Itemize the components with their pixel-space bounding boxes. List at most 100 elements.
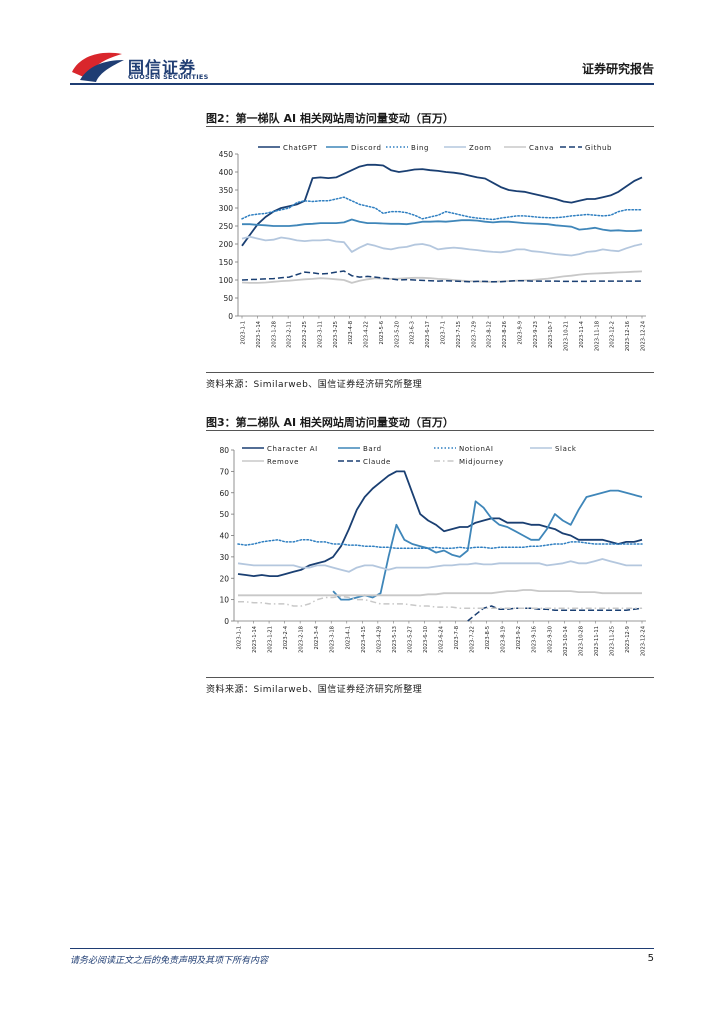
series-line-github [241,270,642,283]
x-tick-label: 2023-3-18 [330,626,336,653]
x-tick-label: 2023-4-22 [364,321,370,348]
x-tick-label: 2023-1-14 [252,625,258,653]
legend-label: Zoom [469,144,492,152]
x-tick-label: 2023-2-25 [302,321,308,348]
figure-2-title: 图2：第一梯队 AI 相关网站周访问量变动（百万） [206,112,454,125]
x-tick-label: 2023-1-28 [271,321,277,348]
x-tick-label: 2023-6-17 [425,321,431,348]
x-tick-label: 2023-10-21 [564,321,570,351]
brand-name-en: GUOSEN SECURITIES [128,73,209,81]
x-tick-label: 2023-3-25 [333,321,339,348]
x-tick-label: 2023-9-23 [533,321,539,348]
x-tick-label: 2023-6-24 [439,625,445,653]
x-tick-label: 2023-4-15 [361,626,367,653]
series-line-discord [242,218,643,232]
x-tick-label: 2023-1-1 [237,626,243,650]
y-tick-label: 70 [219,467,229,476]
series-line-character-ai [237,470,643,577]
x-tick-label: 2023-4-1 [345,626,351,650]
figure-3-top-rule [206,430,654,431]
series-line-canva [241,270,643,284]
x-tick-label: 2023-9-2 [516,626,522,650]
x-tick-label: 2023-6-10 [423,626,429,653]
x-tick-label: 2023-11-11 [594,626,600,656]
x-tick-label: 2023-2-4 [283,625,289,649]
figure-2-bottom-rule [206,372,654,373]
y-tick-label: 60 [219,489,229,498]
x-tick-label: 2023-4-29 [376,626,382,653]
y-tick-label: 50 [223,294,233,303]
legend-label: Character AI [267,445,318,453]
y-tick-label: 0 [224,617,229,626]
y-tick-label: 250 [219,222,234,231]
y-tick-label: 50 [219,510,229,519]
figure-2-source: 资料来源：Similarweb、国信证券经济研究所整理 [206,380,423,390]
x-tick-label: 2023-11-25 [609,626,615,656]
x-tick-label: 2023-9-9 [517,321,523,345]
series-line-slack [237,558,642,573]
series-line-chatgpt [241,163,643,247]
x-tick-label: 2023-10-28 [578,626,584,656]
legend-label: Slack [555,445,577,453]
y-tick-label: 0 [228,312,233,321]
x-tick-label: 2023-11-4 [579,320,585,348]
y-tick-label: 450 [219,150,234,159]
y-tick-label: 300 [219,204,234,213]
legend-label: NotionAI [459,445,494,453]
report-type-label: 证券研究报告 [581,62,654,76]
figure-2-top-rule [206,126,654,127]
x-tick-label: 2023-12-24 [641,320,647,351]
x-tick-label: 2023-10-7 [548,321,554,348]
x-tick-label: 2023-9-30 [547,626,553,653]
x-tick-label: 2023-7-22 [470,626,476,653]
x-tick-label: 2023-8-26 [502,321,508,348]
x-tick-label: 2023-7-29 [471,321,477,348]
y-tick-label: 30 [219,553,229,562]
x-tick-label: 2023-9-16 [532,626,538,653]
series-line-claude [467,605,643,622]
x-tick-label: 2023-4-8 [348,321,354,345]
x-tick-label: 2023-7-8 [454,626,460,650]
header-divider [70,83,654,85]
y-tick-label: 400 [219,168,234,177]
x-tick-label: 2023-10-14 [563,625,569,656]
y-tick-label: 80 [219,446,229,455]
x-tick-label: 2023-12-16 [625,321,631,351]
x-tick-label: 2023-12-2 [610,321,616,348]
legend-label: Canva [529,144,554,152]
series-line-remove [238,589,642,597]
guosen-logo-icon [72,52,124,82]
y-tick-label: 150 [219,258,234,267]
x-tick-label: 2023-1-21 [268,626,274,653]
x-tick-label: 2023-3-4 [314,625,320,649]
y-tick-label: 200 [219,240,234,249]
series-line-notionai [237,539,643,550]
legend-label: Bing [411,144,429,152]
legend-label: Discord [351,144,382,152]
y-tick-label: 20 [219,574,229,583]
x-tick-label: 2023-7-15 [456,321,462,348]
y-tick-label: 350 [219,186,234,195]
x-tick-label: 2023-8-5 [485,626,491,650]
x-tick-label: 2023-5-27 [407,626,413,653]
legend-label: Midjourney [459,458,504,466]
x-tick-label: 2023-1-1 [241,321,247,345]
page-header: 国信证券 GUOSEN SECURITIES 证券研究报告 [0,0,724,90]
figure-3-bottom-rule [206,677,654,678]
series-line-midjourney [238,595,642,609]
legend-label: Claude [363,458,391,466]
legend-label: ChatGPT [283,144,318,152]
figure-3-title: 图3：第二梯队 AI 相关网站周访问量变动（百万） [206,416,454,429]
x-tick-label: 2023-12-24 [641,625,647,656]
y-tick-label: 40 [219,532,229,541]
x-tick-label: 2023-1-14 [256,320,262,348]
series-line-bard [332,489,643,601]
footer-divider [70,948,654,949]
page-number: 5 [647,953,654,964]
legend-label: Github [585,144,612,152]
x-tick-label: 2023-5-20 [394,321,400,348]
legend-label: Remove [267,458,299,466]
x-tick-label: 2023-11-18 [594,321,600,351]
x-tick-label: 2023-8-12 [487,321,493,348]
x-tick-label: 2023-5-6 [379,321,385,345]
